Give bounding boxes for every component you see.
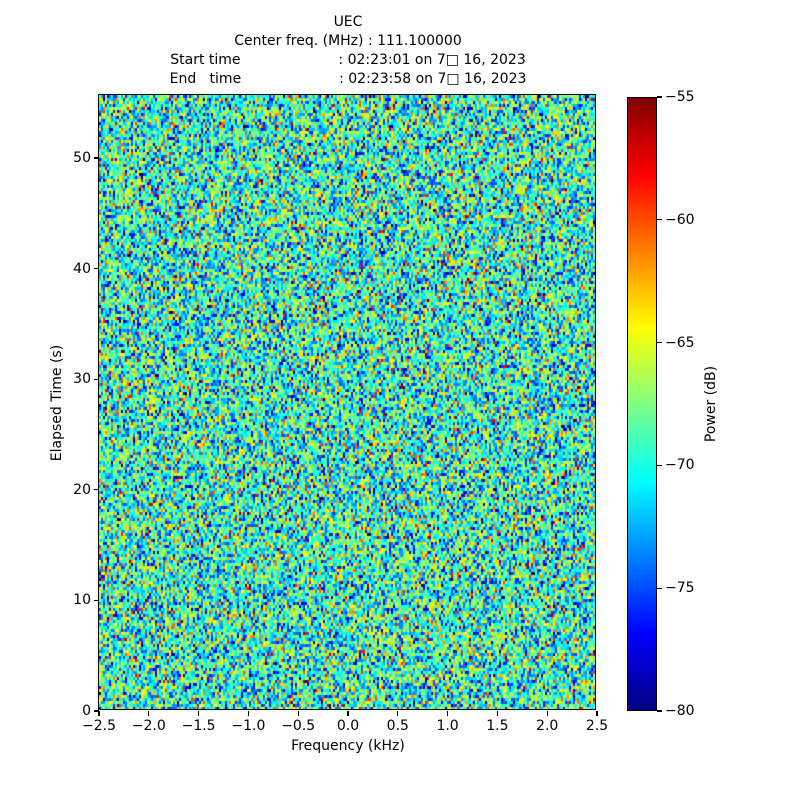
y-tick-label: 40 bbox=[73, 260, 91, 277]
x-tick-label: −0.5 bbox=[281, 718, 316, 734]
colorbar-tick-label: −75 bbox=[665, 580, 695, 597]
colorbar-tick-mark bbox=[657, 342, 662, 344]
y-tick-mark bbox=[94, 710, 99, 712]
colorbar-label: Power (dB) bbox=[703, 365, 719, 443]
x-tick-mark bbox=[247, 711, 249, 716]
colorbar-tick-mark bbox=[657, 710, 662, 712]
x-tick-label: 0.0 bbox=[336, 718, 360, 734]
x-tick-mark bbox=[98, 711, 100, 716]
spectrogram-plot bbox=[98, 94, 596, 710]
x-tick-mark bbox=[148, 711, 150, 716]
chart-header: UEC Center freq. (MHz) : 111.100000 Star… bbox=[98, 13, 598, 89]
colorbar bbox=[627, 97, 657, 711]
colorbar-tick-mark bbox=[657, 96, 662, 98]
x-axis-label: Frequency (kHz) bbox=[291, 738, 405, 754]
colorbar-tick-label: −70 bbox=[665, 457, 695, 474]
y-axis-label: Elapsed Time (s) bbox=[49, 344, 65, 462]
x-tick-label: 1.5 bbox=[486, 718, 509, 734]
x-tick-mark bbox=[397, 711, 399, 716]
x-tick-mark bbox=[447, 711, 449, 716]
y-tick-mark bbox=[94, 378, 99, 380]
x-tick-label: −1.5 bbox=[181, 718, 216, 734]
colorbar-tick-label: −60 bbox=[665, 211, 695, 228]
y-tick-mark bbox=[94, 157, 99, 159]
x-tick-label: 1.0 bbox=[436, 718, 459, 734]
colorbar-gradient bbox=[628, 98, 656, 710]
y-tick-mark bbox=[94, 489, 99, 491]
colorbar-tick-label: −65 bbox=[665, 334, 695, 351]
x-tick-label: −2.5 bbox=[82, 718, 116, 734]
y-tick-label: 50 bbox=[73, 150, 91, 167]
y-tick-label: 30 bbox=[73, 371, 91, 388]
y-tick-label: 20 bbox=[73, 481, 91, 498]
y-tick-label: 10 bbox=[73, 592, 91, 609]
y-tick-label: 0 bbox=[82, 703, 91, 719]
y-tick-mark bbox=[94, 599, 99, 601]
colorbar-tick-mark bbox=[657, 219, 662, 221]
x-tick-label: 0.5 bbox=[386, 718, 409, 734]
colorbar-tick-mark bbox=[657, 587, 662, 589]
x-tick-label: −1.0 bbox=[231, 718, 266, 734]
chart-title: UEC bbox=[333, 14, 363, 30]
end-time-line: End time : 02:23:58 on 7□ 16, 2023 bbox=[169, 71, 527, 87]
spectrogram-canvas bbox=[99, 95, 595, 709]
x-tick-label: 2.0 bbox=[536, 718, 559, 734]
x-tick-mark bbox=[347, 711, 349, 716]
x-tick-mark bbox=[297, 711, 299, 716]
center-freq-line: Center freq. (MHz) : 111.100000 bbox=[234, 33, 462, 49]
x-tick-label: 2.5 bbox=[585, 718, 609, 734]
x-tick-label: −2.0 bbox=[131, 718, 166, 734]
colorbar-tick-mark bbox=[657, 464, 662, 466]
colorbar-tick-label: −55 bbox=[665, 89, 695, 105]
x-tick-mark bbox=[546, 711, 548, 716]
x-tick-mark bbox=[596, 711, 598, 716]
x-tick-mark bbox=[496, 711, 498, 716]
start-time-line: Start time : 02:23:01 on 7□ 16, 2023 bbox=[170, 52, 526, 68]
x-tick-mark bbox=[198, 711, 200, 716]
colorbar-tick-label: −80 bbox=[665, 703, 695, 719]
y-tick-mark bbox=[94, 268, 99, 270]
